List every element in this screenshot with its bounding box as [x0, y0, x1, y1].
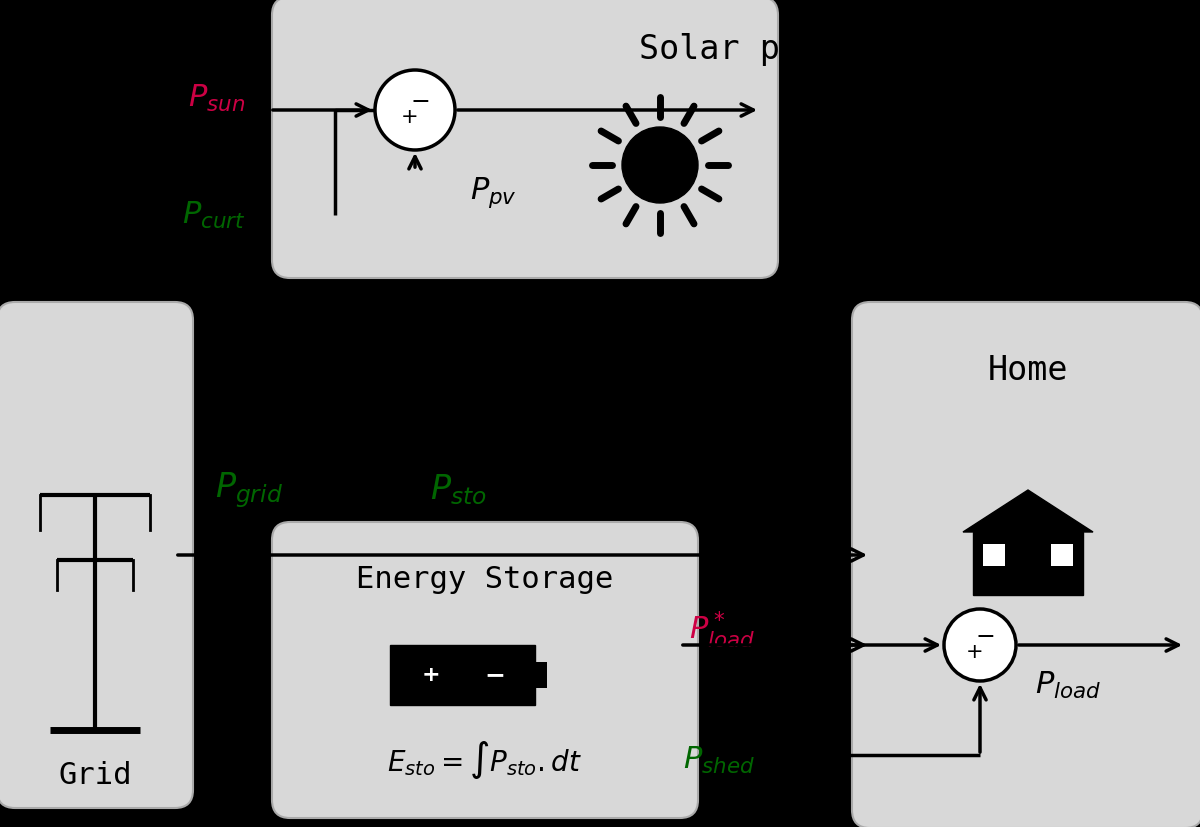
Text: $P_{sun}$: $P_{sun}$: [188, 83, 245, 113]
Text: $P^*_{load}$: $P^*_{load}$: [689, 609, 755, 651]
FancyBboxPatch shape: [535, 662, 547, 688]
FancyBboxPatch shape: [0, 302, 193, 808]
Text: −: −: [410, 90, 430, 114]
Polygon shape: [964, 490, 1093, 532]
Text: Home: Home: [988, 353, 1068, 386]
FancyBboxPatch shape: [272, 522, 698, 818]
FancyBboxPatch shape: [852, 302, 1200, 827]
FancyBboxPatch shape: [390, 645, 535, 705]
Text: +: +: [966, 642, 984, 662]
Text: $E_{sto} = \int P_{sto}.dt$: $E_{sto} = \int P_{sto}.dt$: [388, 739, 582, 781]
FancyBboxPatch shape: [983, 544, 1006, 566]
Text: −: −: [976, 625, 995, 649]
Circle shape: [622, 127, 698, 203]
Text: Grid: Grid: [59, 761, 132, 790]
Circle shape: [944, 609, 1016, 681]
Text: $P_{curt}$: $P_{curt}$: [181, 199, 245, 231]
FancyBboxPatch shape: [1051, 544, 1073, 566]
Text: −: −: [484, 663, 505, 687]
Text: +: +: [401, 107, 419, 127]
Text: +: +: [421, 665, 440, 685]
Text: $P_{pv}$: $P_{pv}$: [470, 175, 517, 210]
Text: Energy Storage: Energy Storage: [356, 566, 613, 595]
Circle shape: [374, 70, 455, 150]
Text: Solar panels: Solar panels: [640, 34, 881, 66]
Text: $P_{sto}$: $P_{sto}$: [430, 473, 487, 507]
FancyBboxPatch shape: [973, 532, 1084, 595]
Text: $P_{load}$: $P_{load}$: [1034, 669, 1102, 700]
Text: $P_{shed}$: $P_{shed}$: [683, 744, 755, 776]
Text: $P_{grid}$: $P_{grid}$: [215, 470, 283, 510]
FancyBboxPatch shape: [272, 0, 778, 278]
